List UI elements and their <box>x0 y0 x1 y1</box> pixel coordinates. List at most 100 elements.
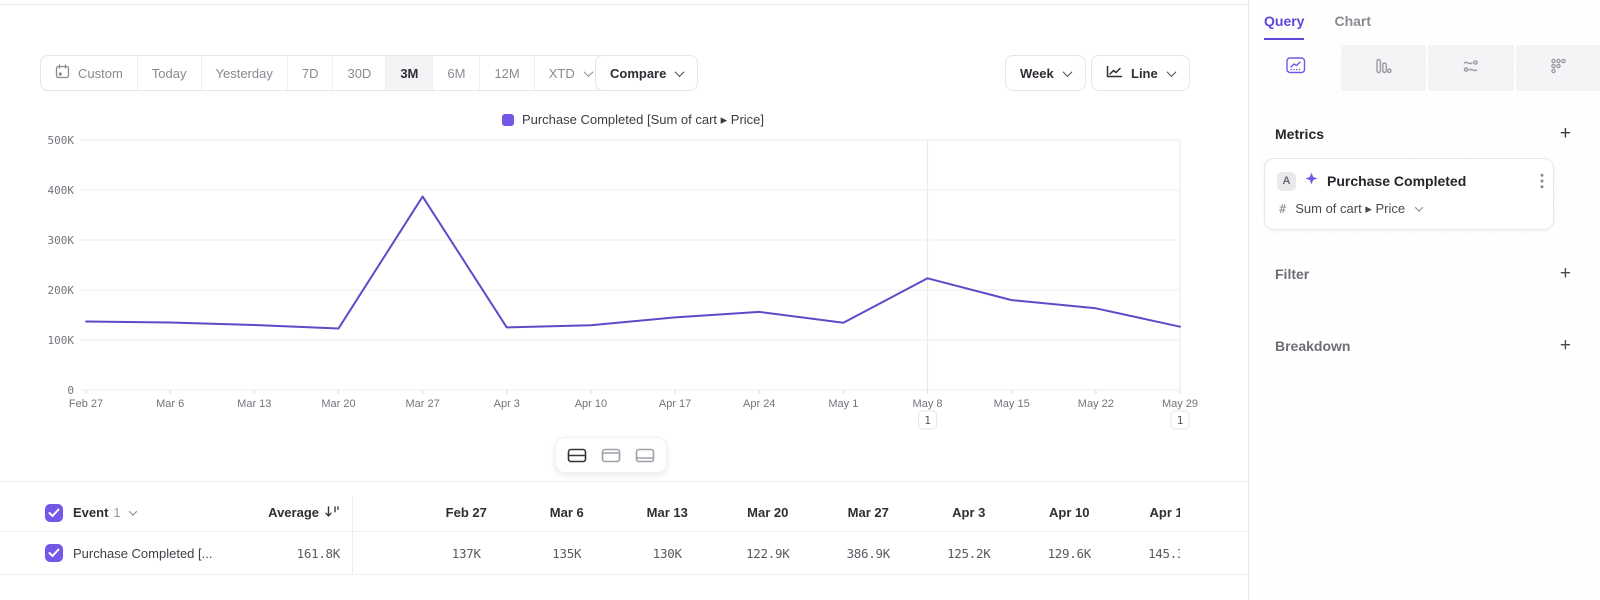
report-type-retention[interactable] <box>1515 45 1600 91</box>
svg-text:1: 1 <box>1177 414 1184 427</box>
x-axis-tick: Apr 10 <box>575 398 607 410</box>
date-range-group: Custom Today Yesterday 7D 30D 3M 6M 12M XTD <box>40 55 607 91</box>
legend-label: Purchase Completed [Sum of cart ▸ Price] <box>521 112 765 127</box>
granularity-dropdown[interactable]: Week <box>1005 55 1086 91</box>
y-axis-tick: 200K <box>48 284 75 297</box>
event-column-label: Event <box>73 505 109 520</box>
calendar-icon <box>55 64 70 82</box>
svg-text:1: 1 <box>924 414 931 427</box>
insights-icon <box>1286 57 1306 79</box>
metric-card[interactable]: A Purchase Completed # Sum of cart ▸ Pri… <box>1264 158 1554 230</box>
range-yesterday[interactable]: Yesterday <box>200 56 287 90</box>
flows-icon <box>1462 58 1480 79</box>
top-divider <box>0 4 1248 5</box>
add-filter-button[interactable]: + <box>1559 263 1571 284</box>
cell-value: 386.9K <box>846 545 891 561</box>
compare-button[interactable]: Compare <box>595 55 699 91</box>
compare-label: Compare <box>610 65 667 81</box>
kebab-menu-icon[interactable] <box>1540 173 1544 194</box>
report-main-panel: Custom Today Yesterday 7D 30D 3M 6M 12M XTD Comp… <box>0 4 1248 575</box>
table-top-divider <box>0 481 1248 482</box>
tab-query[interactable]: Query <box>1264 13 1305 40</box>
x-axis-tick: May 1 <box>828 398 858 410</box>
tab-chart[interactable]: Chart <box>1334 13 1372 29</box>
range-12m[interactable]: 12M <box>479 56 533 90</box>
range-7d[interactable]: 7D <box>286 56 333 90</box>
x-axis-tick: Feb 27 <box>69 398 103 410</box>
x-axis-tick: Apr 17 <box>659 398 691 410</box>
table-row[interactable]: Purchase Completed [... 161.8K 137K 135K 1… <box>0 531 1248 575</box>
query-sidebar: Query Chart Metrics + A Purchase Complet… <box>1248 0 1600 600</box>
table-row-values: 137K 135K 130K 122.9K 386.9K 125.2K 129.6K 145.… <box>352 546 1180 561</box>
event-count: 1 <box>113 505 121 520</box>
metric-name: Purchase Completed <box>1327 173 1467 189</box>
x-axis-tick: May 22 <box>1078 398 1114 410</box>
column-header[interactable]: Apr 3 <box>952 505 986 520</box>
range-today[interactable]: Today <box>136 56 201 90</box>
cell-value: 135K <box>552 545 582 561</box>
split-view-button[interactable] <box>562 443 592 467</box>
y-axis-tick: 400K <box>48 184 75 197</box>
chevron-down-icon <box>1414 203 1424 212</box>
add-metric-button[interactable]: + <box>1559 123 1571 144</box>
column-header[interactable]: Mar 20 <box>747 505 789 520</box>
table-row-left: Purchase Completed [... 161.8K <box>0 544 352 562</box>
column-header[interactable]: Mar 27 <box>847 505 889 520</box>
table-header-left: Event 1 Average <box>0 503 352 522</box>
series-line <box>85 195 1181 330</box>
column-header[interactable]: Apr 10 <box>1049 505 1090 520</box>
chart-type-label: Line <box>1131 65 1158 81</box>
table-columns-header: Feb 27 Mar 6 Mar 13 Mar 20 Mar 27 Apr 3 Apr 10… <box>352 505 1180 520</box>
metrics-section-header: Metrics + <box>1275 124 1571 143</box>
table-only-button[interactable] <box>630 443 660 467</box>
x-axis-tick: Mar 13 <box>237 398 271 410</box>
metric-letter-badge: A <box>1277 171 1296 191</box>
chart-legend: Purchase Completed [Sum of cart ▸ Price] <box>86 112 1180 128</box>
range-6m[interactable]: 6M <box>432 56 479 90</box>
column-header[interactable]: Mar 13 <box>646 505 688 520</box>
number-type-icon: # <box>1279 202 1287 216</box>
add-breakdown-button[interactable]: + <box>1559 335 1571 356</box>
granularity-label: Week <box>1020 65 1054 81</box>
average-column-header[interactable]: Average <box>268 505 340 521</box>
range-custom[interactable]: Custom <box>41 56 137 90</box>
x-axis-tick: Apr 3 <box>494 398 520 410</box>
cell-value: 130K <box>652 545 682 561</box>
chart-type-dropdown[interactable]: Line <box>1091 55 1190 91</box>
filter-section-header: Filter + <box>1275 264 1571 283</box>
column-header[interactable]: Apr 17 <box>1149 505 1180 520</box>
report-type-flows[interactable] <box>1428 45 1514 91</box>
report-type-tabs <box>1253 45 1600 91</box>
column-header[interactable]: Mar 6 <box>549 505 584 520</box>
range-3m[interactable]: 3M <box>385 56 433 90</box>
filter-title: Filter <box>1275 265 1310 282</box>
metric-aggregation-dropdown[interactable]: # Sum of cart ▸ Price <box>1279 201 1424 217</box>
column-header[interactable]: Feb 27 <box>445 505 487 520</box>
breakdown-title: Breakdown <box>1275 337 1351 354</box>
table-header: Event 1 Average Feb 27 Mar 6 Mar 13 Mar 20 M… <box>0 494 1248 531</box>
x-axis-tick: Mar 20 <box>321 398 355 410</box>
select-all-checkbox[interactable] <box>45 503 63 522</box>
x-axis-tick: Mar 6 <box>156 398 184 410</box>
range-xtd[interactable]: XTD <box>533 56 606 90</box>
table-vertical-divider <box>352 496 353 575</box>
report-type-insights[interactable] <box>1253 45 1339 91</box>
chart-only-button[interactable] <box>596 443 626 467</box>
range-30d[interactable]: 30D <box>332 56 385 90</box>
row-name: Purchase Completed [... <box>73 545 213 561</box>
x-axis-tick: May 15 <box>994 398 1030 410</box>
x-axis-tick: May 29 <box>1162 398 1198 410</box>
report-type-funnels[interactable] <box>1340 45 1426 91</box>
y-axis-tick: 500K <box>48 134 75 147</box>
breakdown-section-header: Breakdown + <box>1275 336 1571 355</box>
y-axis-tick: 0 <box>67 384 74 397</box>
view-toggle <box>555 437 667 473</box>
row-checkbox[interactable] <box>45 544 63 562</box>
y-axis-tick: 100K <box>48 334 75 347</box>
annotation-badge[interactable]: 1 <box>918 410 938 430</box>
annotation-badge[interactable]: 1 <box>1170 410 1190 430</box>
y-axis-tick: 300K <box>48 234 75 247</box>
sort-descending-icon <box>325 505 340 521</box>
chevron-down-icon[interactable] <box>128 506 137 516</box>
retention-icon <box>1550 58 1567 79</box>
